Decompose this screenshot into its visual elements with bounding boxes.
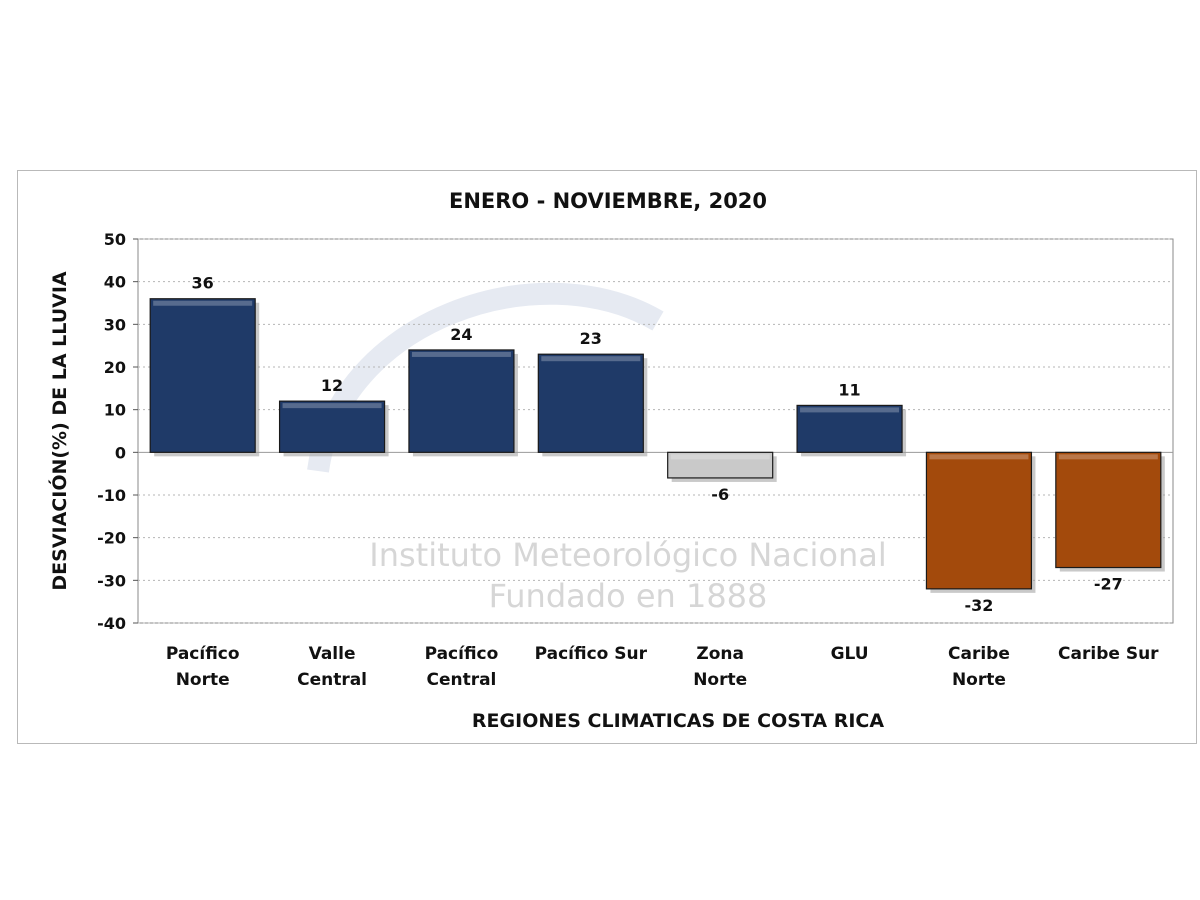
- data-label: -32: [964, 596, 993, 615]
- bars: [149, 298, 1165, 593]
- data-label: 23: [580, 329, 602, 348]
- data-label: 36: [192, 274, 214, 293]
- category-label: Caribe Sur: [1058, 644, 1159, 664]
- y-tick-label: 50: [104, 230, 126, 249]
- y-tick-label: -20: [97, 529, 126, 548]
- y-tick-label: 20: [104, 358, 126, 377]
- watermark: Instituto Meteorológico Nacional Fundado…: [307, 282, 887, 615]
- bar-highlight: [153, 300, 253, 306]
- category-label: Norte: [952, 670, 1006, 690]
- bar: [537, 353, 644, 453]
- bar: [278, 400, 386, 453]
- category-label: Caribe: [948, 644, 1010, 664]
- y-tick-label: -10: [97, 486, 126, 505]
- y-tick-label: -30: [97, 571, 126, 590]
- bar: [925, 451, 1033, 590]
- y-tick-label: 0: [115, 443, 126, 462]
- category-label: Central: [426, 670, 496, 690]
- bar: [1055, 451, 1162, 569]
- bar-highlight: [541, 356, 641, 362]
- bar: [408, 349, 515, 453]
- bar-highlight: [929, 454, 1029, 460]
- y-tick-label: -40: [97, 614, 126, 633]
- bar-chart: Instituto Meteorológico Nacional Fundado…: [47, 189, 1174, 732]
- bar-highlight: [411, 351, 511, 357]
- bar: [796, 404, 903, 453]
- y-tick-label: 10: [104, 401, 126, 420]
- category-label: Pacífico: [166, 644, 240, 664]
- chart-frame: Instituto Meteorológico Nacional Fundado…: [17, 170, 1197, 744]
- chart-title: ENERO - NOVIEMBRE, 2020: [449, 189, 767, 213]
- category-label: Pacífico: [425, 644, 499, 664]
- y-tick-labels: 50 40 30 20 10 0 -10 -20 -30 -40: [97, 230, 126, 633]
- category-label: Norte: [176, 670, 230, 690]
- data-label: 24: [450, 325, 472, 344]
- bar: [667, 451, 774, 479]
- plot-area: [137, 238, 1174, 624]
- data-label: -27: [1094, 575, 1123, 594]
- watermark-line2: Fundado en 1888: [489, 577, 768, 615]
- x-axis-label: REGIONES CLIMATICAS DE COSTA RICA: [472, 710, 884, 732]
- category-label: Central: [297, 670, 367, 690]
- y-tick-label: 40: [104, 273, 126, 292]
- data-labels: 36 12 24 23 -6 11 -32 -27: [192, 274, 1123, 615]
- y-tick-label: 30: [104, 315, 126, 334]
- bar-highlight: [1058, 454, 1158, 460]
- data-label: 12: [321, 376, 343, 395]
- category-label: GLU: [831, 644, 869, 664]
- category-label: Zona: [696, 644, 744, 664]
- category-label: Norte: [693, 670, 747, 690]
- data-label: 11: [838, 380, 860, 399]
- bar-highlight: [282, 403, 382, 409]
- y-axis-label: DESVIACIÓN(%) DE LA LLUVIA: [47, 271, 71, 591]
- bar-highlight: [800, 407, 900, 413]
- category-labels: Pacífico Norte Valle Central Pacífico Central…: [166, 644, 1159, 690]
- data-label: -6: [711, 485, 729, 504]
- bar: [149, 298, 256, 453]
- category-label: Pacífico Sur: [535, 644, 648, 664]
- category-label: Valle: [309, 644, 356, 664]
- bar-highlight: [670, 454, 770, 460]
- watermark-line1: Instituto Meteorológico Nacional: [369, 536, 887, 574]
